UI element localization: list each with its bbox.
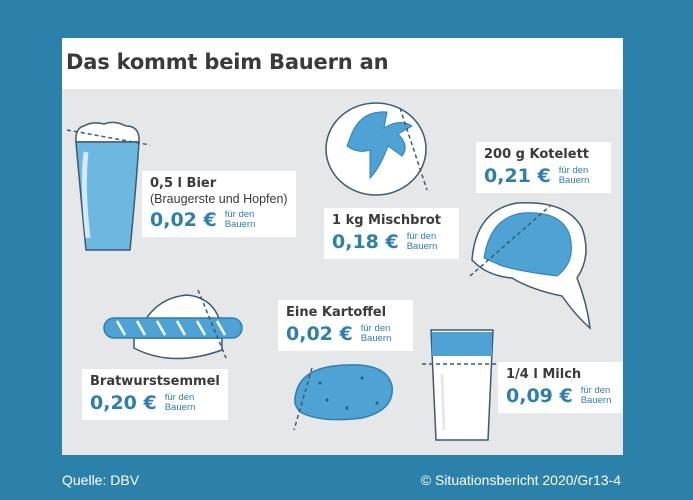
sausage-bun-icon: [103, 289, 243, 360]
item-label-beer: 0,5 l Bier (Braugerste und Hopfen) 0,02 …: [142, 171, 296, 237]
price-value: 0,20 €: [90, 392, 157, 414]
price-value: 0,18 €: [332, 231, 399, 253]
price-value: 0,09 €: [506, 385, 573, 407]
bread-loaf-icon: [325, 102, 428, 196]
copyright-note: © Situationsbericht 2020/Gr13-4: [420, 472, 621, 488]
item-label-bread: 1 kg Mischbrot 0,18 € für den Bauern: [324, 208, 459, 259]
item-label-bratwurst: Bratwurstsemmel 0,20 € für den Bauern: [82, 369, 228, 420]
potato-icon: [293, 364, 393, 431]
item-label-potato: Eine Kartoffel 0,02 € für den Bauern: [278, 300, 413, 351]
item-label-milk: 1/4 l Milch 0,09 € für den Bauern: [498, 362, 623, 413]
page-title: Das kommt beim Bauern an: [66, 50, 389, 74]
pork-chop-icon: [469, 201, 591, 330]
beer-glass-icon: [66, 121, 151, 251]
milk-glass-icon: [422, 329, 502, 441]
price-value: 0,21 €: [484, 165, 551, 187]
price-value: 0,02 €: [150, 209, 217, 231]
price-note: für den Bauern: [164, 392, 196, 413]
price-note: für den Bauern: [360, 323, 392, 344]
price-note: für den Bauern: [224, 209, 256, 230]
price-note: für den Bauern: [406, 231, 438, 252]
source-note: Quelle: DBV: [62, 472, 140, 488]
infographic-card: Das kommt beim Bauern an: [62, 38, 623, 455]
price-value: 0,02 €: [286, 323, 353, 345]
price-note: für den Bauern: [580, 385, 612, 406]
item-label-cutlet: 200 g Kotelett 0,21 € für den Bauern: [476, 142, 611, 193]
price-note: für den Bauern: [558, 165, 590, 186]
illustrations: [66, 102, 591, 441]
title-bar: Das kommt beim Bauern an: [62, 38, 623, 89]
